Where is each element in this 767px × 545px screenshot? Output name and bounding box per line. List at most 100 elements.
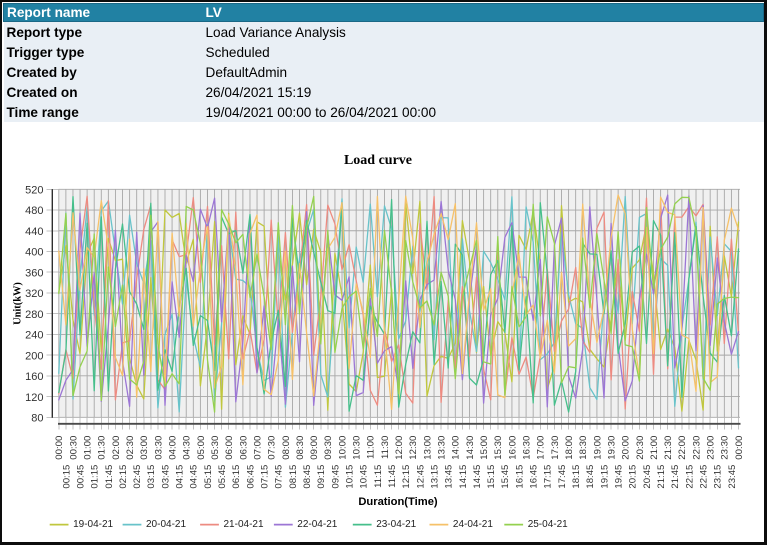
svg-text:20:45: 20:45 bbox=[642, 465, 653, 489]
svg-text:11:15: 11:15 bbox=[373, 465, 384, 488]
svg-text:03:30: 03:30 bbox=[153, 436, 164, 460]
svg-text:280: 280 bbox=[25, 309, 43, 321]
svg-text:00:15: 00:15 bbox=[61, 465, 72, 489]
svg-text:00:00: 00:00 bbox=[54, 436, 65, 460]
svg-text:03:45: 03:45 bbox=[160, 465, 171, 489]
svg-text:18:00: 18:00 bbox=[564, 436, 575, 460]
svg-text:360: 360 bbox=[25, 267, 43, 279]
svg-text:400: 400 bbox=[25, 247, 43, 259]
svg-text:320: 320 bbox=[25, 288, 43, 300]
svg-text:06:45: 06:45 bbox=[245, 465, 256, 489]
svg-text:04:45: 04:45 bbox=[189, 465, 200, 489]
svg-text:480: 480 bbox=[25, 205, 43, 217]
svg-text:25-04-21: 25-04-21 bbox=[528, 519, 568, 530]
svg-text:23:00: 23:00 bbox=[706, 436, 717, 460]
svg-text:20:30: 20:30 bbox=[635, 436, 646, 460]
svg-text:02:30: 02:30 bbox=[125, 436, 136, 460]
svg-text:12:30: 12:30 bbox=[408, 436, 419, 460]
svg-text:520: 520 bbox=[25, 185, 43, 197]
svg-text:21:15: 21:15 bbox=[656, 465, 667, 489]
svg-text:23:45: 23:45 bbox=[727, 465, 738, 489]
svg-text:14:00: 14:00 bbox=[451, 436, 462, 460]
svg-text:23:15: 23:15 bbox=[713, 465, 724, 489]
svg-text:01:30: 01:30 bbox=[97, 436, 108, 460]
svg-text:15:45: 15:45 bbox=[500, 465, 511, 489]
svg-text:15:15: 15:15 bbox=[486, 465, 497, 489]
svg-text:22-04-21: 22-04-21 bbox=[297, 519, 337, 530]
svg-text:08:15: 08:15 bbox=[288, 465, 299, 489]
svg-text:19:45: 19:45 bbox=[614, 465, 625, 489]
svg-text:16:30: 16:30 bbox=[521, 436, 532, 460]
svg-text:11:30: 11:30 bbox=[380, 436, 391, 459]
svg-text:21:30: 21:30 bbox=[663, 436, 674, 460]
svg-text:19:30: 19:30 bbox=[606, 436, 617, 460]
svg-text:19:00: 19:00 bbox=[592, 436, 603, 460]
svg-text:16:15: 16:15 bbox=[514, 465, 525, 489]
svg-text:17:15: 17:15 bbox=[543, 465, 554, 489]
svg-text:06:30: 06:30 bbox=[238, 436, 249, 460]
svg-text:09:00: 09:00 bbox=[309, 436, 320, 460]
svg-text:23-04-21: 23-04-21 bbox=[376, 519, 416, 530]
svg-text:08:00: 08:00 bbox=[281, 436, 292, 460]
svg-text:07:30: 07:30 bbox=[267, 436, 278, 460]
svg-text:Load curve: Load curve bbox=[344, 153, 412, 168]
svg-text:04:00: 04:00 bbox=[167, 436, 178, 460]
svg-text:160: 160 bbox=[25, 371, 43, 383]
svg-text:240: 240 bbox=[25, 330, 43, 342]
svg-text:13:30: 13:30 bbox=[437, 436, 448, 460]
svg-text:13:15: 13:15 bbox=[429, 465, 440, 489]
svg-text:05:15: 05:15 bbox=[203, 465, 214, 489]
svg-text:23:30: 23:30 bbox=[720, 436, 731, 460]
svg-text:03:00: 03:00 bbox=[139, 436, 150, 460]
svg-text:20:00: 20:00 bbox=[621, 436, 632, 460]
svg-text:200: 200 bbox=[25, 350, 43, 362]
svg-text:18:30: 18:30 bbox=[578, 436, 589, 460]
svg-text:04:15: 04:15 bbox=[175, 465, 186, 489]
svg-text:11:45: 11:45 bbox=[387, 465, 398, 488]
svg-text:06:15: 06:15 bbox=[231, 465, 242, 489]
svg-text:13:45: 13:45 bbox=[444, 465, 455, 489]
svg-text:Unit(kW): Unit(kW) bbox=[12, 282, 23, 325]
svg-text:01:00: 01:00 bbox=[83, 436, 94, 460]
svg-text:10:15: 10:15 bbox=[344, 465, 355, 489]
svg-text:24-04-21: 24-04-21 bbox=[453, 519, 493, 530]
svg-text:14:45: 14:45 bbox=[472, 465, 483, 489]
svg-text:18:45: 18:45 bbox=[585, 465, 596, 489]
svg-text:02:45: 02:45 bbox=[132, 465, 143, 489]
svg-text:12:15: 12:15 bbox=[401, 465, 412, 489]
svg-text:06:00: 06:00 bbox=[224, 436, 235, 460]
svg-text:01:45: 01:45 bbox=[104, 465, 115, 489]
svg-text:14:30: 14:30 bbox=[465, 436, 476, 460]
svg-text:80: 80 bbox=[31, 413, 43, 425]
svg-text:03:15: 03:15 bbox=[146, 465, 157, 489]
svg-text:08:45: 08:45 bbox=[302, 465, 313, 489]
svg-text:09:30: 09:30 bbox=[323, 436, 334, 460]
svg-text:Duration(Time): Duration(Time) bbox=[358, 496, 438, 508]
svg-text:10:45: 10:45 bbox=[359, 465, 370, 489]
svg-text:19:15: 19:15 bbox=[599, 465, 610, 489]
svg-text:19-04-21: 19-04-21 bbox=[73, 519, 113, 530]
svg-text:07:15: 07:15 bbox=[260, 465, 271, 489]
svg-text:07:45: 07:45 bbox=[274, 465, 285, 489]
svg-text:10:00: 10:00 bbox=[337, 436, 348, 460]
svg-text:17:00: 17:00 bbox=[536, 436, 547, 460]
svg-text:05:45: 05:45 bbox=[217, 465, 228, 489]
svg-text:20:15: 20:15 bbox=[628, 465, 639, 489]
svg-text:13:00: 13:00 bbox=[422, 436, 433, 460]
svg-text:22:30: 22:30 bbox=[691, 436, 702, 460]
svg-text:21:00: 21:00 bbox=[649, 436, 660, 460]
svg-text:10:30: 10:30 bbox=[352, 436, 363, 460]
svg-text:00:00: 00:00 bbox=[734, 436, 745, 460]
svg-text:21:45: 21:45 bbox=[670, 465, 681, 489]
svg-text:16:00: 16:00 bbox=[507, 436, 518, 460]
svg-text:16:45: 16:45 bbox=[529, 465, 540, 489]
svg-text:07:00: 07:00 bbox=[252, 436, 263, 460]
svg-text:14:15: 14:15 bbox=[458, 465, 469, 489]
svg-text:12:00: 12:00 bbox=[394, 436, 405, 460]
svg-text:12:45: 12:45 bbox=[415, 465, 426, 489]
svg-text:01:15: 01:15 bbox=[90, 465, 101, 489]
svg-text:11:00: 11:00 bbox=[366, 436, 377, 459]
svg-text:00:45: 00:45 bbox=[75, 465, 86, 489]
svg-text:17:30: 17:30 bbox=[550, 436, 561, 460]
svg-text:09:45: 09:45 bbox=[330, 465, 341, 489]
